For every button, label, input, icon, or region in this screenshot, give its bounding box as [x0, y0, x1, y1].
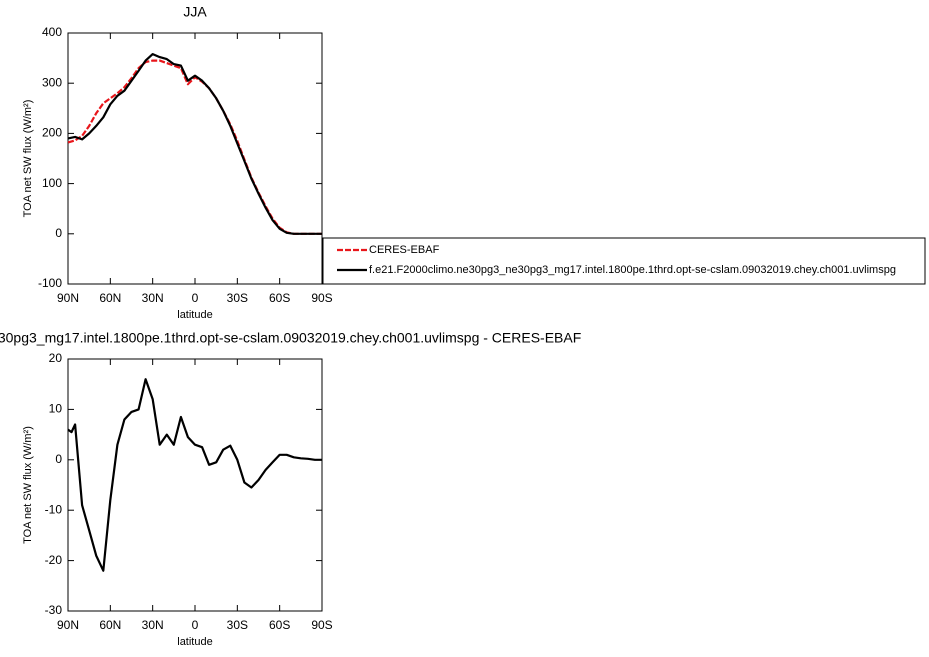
y-axis-label: TOA net SW flux (W/m²): [22, 426, 34, 544]
y-tick-label: -20: [45, 553, 63, 567]
y-tick-label: -100: [38, 276, 62, 290]
y-tick-label: -30: [45, 603, 63, 617]
x-tick-label: 0: [192, 618, 199, 632]
chart-title: JJA: [183, 4, 207, 20]
legend-box: [322, 237, 926, 285]
chart-title: f.e21.F2000climo.ne30pg3_ne30pg3_mg17.in…: [0, 330, 581, 346]
plot-frame: [67, 358, 323, 612]
series-line: [67, 378, 322, 572]
x-axis-label: latitude: [177, 636, 212, 648]
x-tick-label: 90N: [57, 618, 79, 632]
x-tick-label: 90S: [311, 618, 332, 632]
y-axis-label: TOA net SW flux (W/m²): [22, 100, 34, 218]
x-tick-label: 0: [192, 291, 199, 305]
x-tick-label: 90N: [57, 291, 79, 305]
x-tick-label: 30N: [142, 618, 164, 632]
x-axis-label: latitude: [177, 309, 212, 321]
y-tick-label: 100: [42, 176, 62, 190]
y-tick-label: -10: [45, 502, 63, 516]
x-tick-label: 60S: [269, 618, 290, 632]
x-tick-label: 30S: [227, 291, 248, 305]
x-tick-label: 60N: [99, 291, 121, 305]
x-tick-label: 60S: [269, 291, 290, 305]
y-tick-label: 0: [55, 226, 62, 240]
plot-frame: [67, 32, 323, 285]
x-tick-label: 60N: [99, 618, 121, 632]
legend-label: CERES-EBAF: [369, 244, 440, 256]
y-tick-label: 400: [42, 25, 62, 39]
series-line: [67, 53, 322, 235]
y-tick-label: 0: [55, 452, 62, 466]
y-tick-label: 200: [42, 126, 62, 140]
x-tick-label: 30N: [142, 291, 164, 305]
series-line: [67, 59, 322, 235]
y-tick-label: 10: [49, 402, 63, 416]
legend-label: f.e21.F2000climo.ne30pg3_ne30pg3_mg17.in…: [369, 264, 896, 276]
x-tick-label: 30S: [227, 618, 248, 632]
y-tick-label: 300: [42, 75, 62, 89]
y-tick-label: 20: [49, 351, 63, 365]
x-tick-label: 90S: [311, 291, 332, 305]
